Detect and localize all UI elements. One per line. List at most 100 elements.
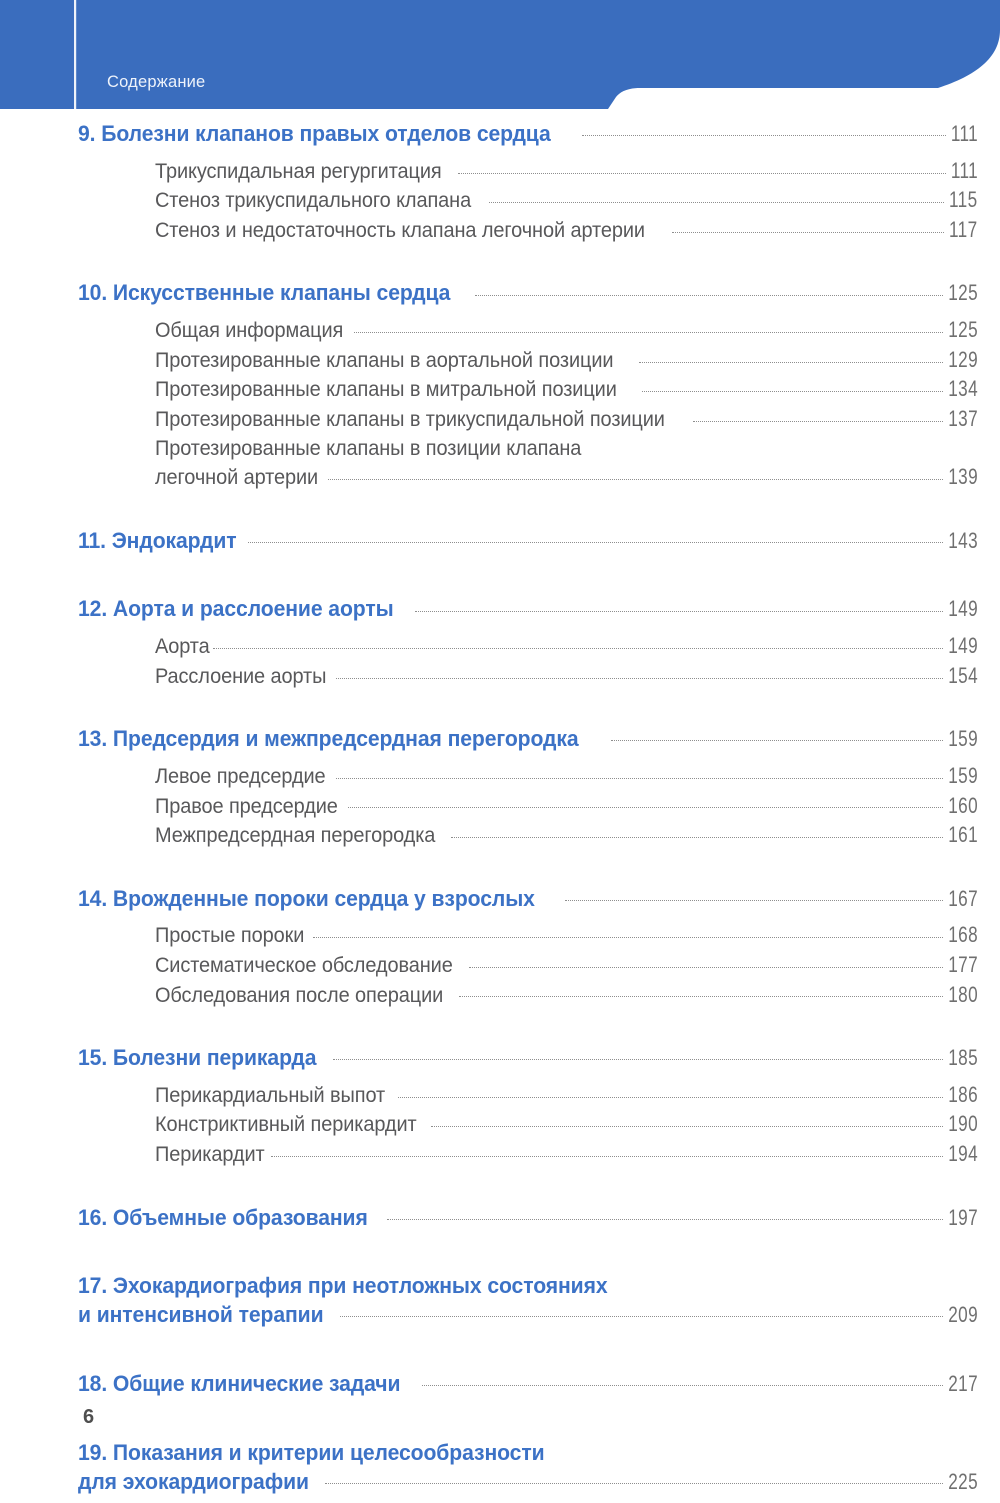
toc-entry-label: Межпредсердная перегородка	[155, 824, 436, 848]
toc-page-number: 217	[947, 1370, 978, 1396]
toc-chapter-entry[interactable]: 11. Эндокардит 143	[0, 527, 1000, 556]
toc-entry-label: Обследования после операции	[155, 983, 444, 1007]
toc-chapter-entry[interactable]: 10. Искусственные клапаны сердца 125	[0, 279, 1000, 308]
toc-entry-label: 17. Эхокардиография при неотложных состо…	[78, 1273, 608, 1299]
page-header: Содержание	[0, 0, 1000, 120]
toc-entry-label: 12. Аорта и расслоение аорты	[78, 596, 394, 622]
toc-page-number: 159	[947, 726, 978, 752]
toc-leader-dots	[313, 926, 943, 942]
toc-page-number: 139	[947, 463, 978, 489]
toc-leader-dots	[457, 162, 947, 178]
toc-page-number: 137	[947, 405, 978, 431]
toc-sub-entry[interactable]: Левое предсердие 159	[0, 763, 1000, 792]
toc-sub-entry[interactable]: Простые пороки 168	[0, 922, 1000, 951]
toc-leader-dots	[213, 637, 943, 653]
toc-leader-dots	[336, 667, 943, 683]
toc-page-number: 117	[949, 216, 978, 242]
toc-sub-entry[interactable]: Перикардиальный выпот 186	[0, 1082, 1000, 1111]
toc-page-number: 134	[947, 376, 978, 402]
toc-leader-dots	[271, 1145, 943, 1161]
toc-page-number: 186	[947, 1081, 978, 1107]
toc-page-number: 180	[947, 981, 978, 1007]
toc-chapter-entry[interactable]: 14. Врожденные пороки сердца у взрослых 1…	[0, 885, 1000, 914]
toc-sub-entry[interactable]: Протезированные клапаны в позиции клапан…	[0, 435, 1000, 464]
toc-chapter-entry[interactable]: 12. Аорта и расслоение аорты 149	[0, 595, 1000, 624]
toc-sub-entry[interactable]: Стеноз трикуспидального клапана 115	[0, 187, 1000, 216]
toc-leader-dots	[565, 890, 943, 906]
toc-page-number: 159	[947, 763, 978, 788]
toc-page-number: 167	[947, 885, 978, 911]
toc-page-number: 115	[949, 187, 978, 213]
header-title: Содержание	[107, 73, 206, 91]
toc-sub-entry[interactable]: Правое предсердие 160	[0, 793, 1000, 822]
toc-page-number: 154	[947, 662, 978, 688]
toc-page-number: 197	[947, 1204, 978, 1230]
header-band-shape	[0, 0, 1000, 109]
toc-page-number: 129	[947, 346, 978, 372]
toc-page-number: 149	[947, 596, 978, 622]
toc-sub-entry[interactable]: Расслоение аорты 154	[0, 663, 1000, 692]
toc-leader-dots	[324, 1473, 943, 1489]
toc-chapter-entry[interactable]: 15. Болезни перикарда 185	[0, 1044, 1000, 1073]
toc-sub-entry[interactable]: Протезированные клапаны в трикуспидально…	[0, 406, 1000, 435]
toc-page-number: 111	[950, 157, 979, 183]
toc-leader-dots	[340, 1306, 943, 1322]
toc-page-number: 125	[947, 317, 978, 343]
toc-chapter-entry[interactable]: 16. Объемные образования 197	[0, 1204, 1000, 1233]
toc-entry-label: Перикардит	[155, 1142, 265, 1166]
toc-chapter-entry[interactable]: 19. Показания и критерии целесообразност…	[0, 1439, 1000, 1468]
toc-sub-entry[interactable]: Протезированные клапаны в аортальной поз…	[0, 347, 1000, 376]
toc-entry-label-line2: легочной артерии	[155, 465, 319, 489]
toc-sub-entry[interactable]: Обследования после операции 180	[0, 982, 1000, 1011]
toc-leader-dots	[348, 797, 943, 813]
toc-entry-label: Протезированные клапаны в аортальной поз…	[155, 348, 614, 372]
toc-entry-label: Общая информация	[155, 319, 344, 343]
toc-page-number: 177	[947, 951, 978, 977]
toc-entry-label: Протезированные клапаны в трикуспидально…	[155, 407, 665, 431]
toc-entry-label: 19. Показания и критерии целесообразност…	[78, 1439, 545, 1465]
toc-page-number: 143	[947, 527, 978, 553]
toc-sub-entry[interactable]: Трикуспидальная регургитация 111	[0, 158, 1000, 187]
toc-sub-entry[interactable]: Общая информация 125	[0, 317, 1000, 346]
toc-sub-entry-cont[interactable]: легочной артерии 139	[0, 464, 1000, 493]
toc-page-number: 209	[947, 1302, 978, 1328]
toc-page-number: 168	[947, 922, 978, 948]
toc-leader-dots	[327, 468, 943, 484]
toc-sub-entry[interactable]: Систематическое обследование 177	[0, 952, 1000, 981]
toc-chapter-entry-cont[interactable]: для эхокардиографии 225	[0, 1468, 1000, 1497]
toc-page-number: 190	[947, 1111, 978, 1137]
table-of-contents: 9. Болезни клапанов правых отделов сердц…	[0, 120, 1000, 1496]
toc-chapter-entry[interactable]: 13. Предсердия и межпредсердная перегоро…	[0, 725, 1000, 754]
toc-sub-entry[interactable]: Межпредсердная перегородка 161	[0, 822, 1000, 851]
toc-entry-label: Стеноз трикуспидального клапана	[155, 189, 472, 213]
toc-page-number: 185	[947, 1045, 978, 1071]
page-folio: 6	[83, 1406, 95, 1428]
toc-sub-entry[interactable]: Аорта 149	[0, 633, 1000, 662]
toc-entry-label: Протезированные клапаны в позиции клапан…	[155, 437, 582, 461]
toc-chapter-entry[interactable]: 9. Болезни клапанов правых отделов сердц…	[0, 120, 1000, 149]
toc-entry-label: Простые пороки	[155, 924, 305, 948]
toc-sub-entry[interactable]: Стеноз и недостаточность клапана легочно…	[0, 217, 1000, 246]
toc-leader-dots	[488, 191, 945, 207]
toc-chapter-entry[interactable]: 17. Эхокардиография при неотложных состо…	[0, 1272, 1000, 1301]
toc-entry-label: 18. Общие клинические задачи	[78, 1370, 401, 1396]
toc-entry-label: 10. Искусственные клапаны сердца	[78, 280, 451, 306]
toc-chapter-entry[interactable]: 18. Общие клинические задачи 217	[0, 1370, 1000, 1399]
toc-leader-dots	[387, 1209, 943, 1225]
toc-leader-dots	[335, 767, 943, 783]
toc-entry-label: Стеноз и недостаточность клапана легочно…	[155, 218, 645, 242]
toc-sub-entry[interactable]: Протезированные клапаны в митральной поз…	[0, 376, 1000, 405]
toc-leader-dots	[581, 125, 947, 141]
toc-chapter-entry-cont[interactable]: и интенсивной терапии 209	[0, 1301, 1000, 1330]
toc-leader-dots	[692, 410, 943, 426]
toc-sub-entry[interactable]: Констриктивный перикардит 190	[0, 1111, 1000, 1140]
toc-entry-label: Трикуспидальная регургитация	[155, 159, 442, 183]
toc-entry-label: Левое предсердие	[155, 765, 326, 788]
toc-leader-dots	[611, 730, 943, 746]
toc-leader-dots	[414, 600, 943, 616]
toc-leader-dots	[398, 1086, 943, 1102]
toc-page-number: 161	[947, 822, 978, 848]
toc-entry-label-line2: и интенсивной терапии	[78, 1302, 324, 1328]
toc-sub-entry[interactable]: Перикардит 194	[0, 1141, 1000, 1170]
toc-leader-dots	[354, 321, 943, 337]
